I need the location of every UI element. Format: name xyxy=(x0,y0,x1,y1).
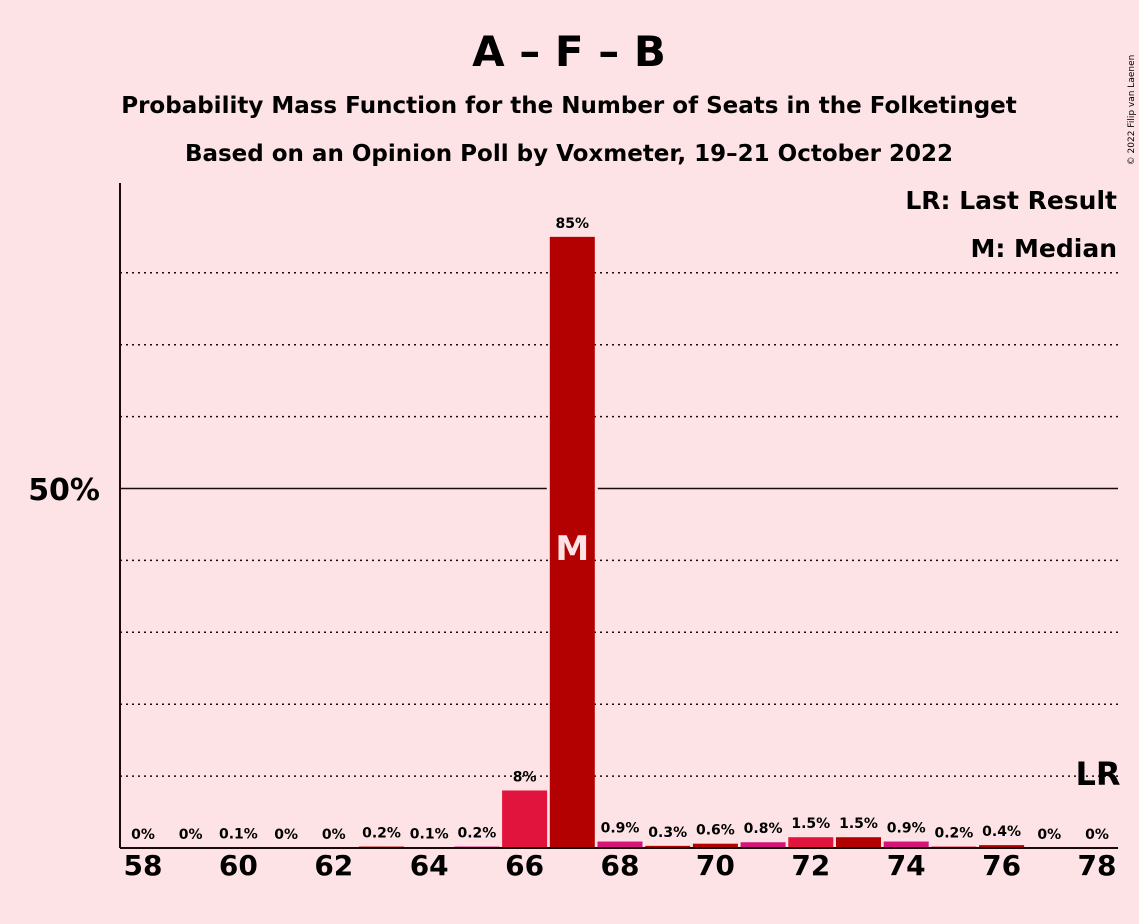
bar-73 xyxy=(836,837,881,848)
data-label-73: 1.5% xyxy=(839,816,878,832)
bar-71 xyxy=(740,842,786,848)
x-tick-66: 66 xyxy=(505,849,544,882)
gridlines xyxy=(120,272,1118,777)
chart-subtitle-2: Based on an Opinion Poll by Voxmeter, 19… xyxy=(185,141,953,167)
bar-72 xyxy=(788,837,834,848)
x-tick-74: 74 xyxy=(887,849,926,882)
data-labels: 0% 0% 0.1% 0% 0% 0.2% 0.1% 0.2% 8% 85% M 0.9% 0.3% 0.… xyxy=(131,216,1120,843)
data-label-58: 0% xyxy=(131,827,155,843)
bar-70 xyxy=(692,843,738,848)
x-tick-70: 70 xyxy=(696,849,735,882)
x-tick-58: 58 xyxy=(124,849,163,882)
x-tick-68: 68 xyxy=(601,849,640,882)
bar-76 xyxy=(979,845,1025,848)
x-tick-72: 72 xyxy=(791,849,830,882)
bar-67 xyxy=(549,236,595,849)
chart-title: A – F – B xyxy=(472,27,666,76)
data-label-72: 1.5% xyxy=(791,816,830,832)
data-label-66: 8% xyxy=(513,769,537,785)
legend-median: M: Median xyxy=(970,234,1117,263)
data-label-74: 0.9% xyxy=(887,821,926,837)
data-label-61: 0% xyxy=(274,827,298,843)
data-label-69: 0.3% xyxy=(648,825,687,841)
last-result-marker: LR xyxy=(1075,755,1120,793)
x-tick-76: 76 xyxy=(982,849,1021,882)
x-tick-62: 62 xyxy=(314,849,353,882)
data-label-59: 0% xyxy=(179,827,203,843)
bar-74 xyxy=(883,841,929,848)
data-label-77: 0% xyxy=(1037,827,1061,843)
data-label-63: 0.2% xyxy=(362,826,401,842)
data-label-60: 0.1% xyxy=(219,826,258,842)
bar-68 xyxy=(597,841,643,848)
data-label-75: 0.2% xyxy=(934,826,973,842)
x-tick-64: 64 xyxy=(410,849,449,882)
bar-66 xyxy=(502,790,548,848)
data-label-78: 0% xyxy=(1085,827,1109,843)
legend-last-result: LR: Last Result xyxy=(905,186,1117,215)
data-label-70: 0.6% xyxy=(696,823,735,839)
bars xyxy=(215,236,1025,849)
chart-subtitle-1: Probability Mass Function for the Number… xyxy=(121,93,1017,119)
y-tick-50: 50% xyxy=(28,473,100,508)
data-label-62: 0% xyxy=(322,827,346,843)
data-label-68: 0.9% xyxy=(601,821,640,837)
data-label-71: 0.8% xyxy=(744,821,783,837)
data-label-67: 85% xyxy=(556,216,590,232)
x-tick-60: 60 xyxy=(219,849,258,882)
data-label-65: 0.2% xyxy=(457,826,496,842)
data-label-64: 0.1% xyxy=(410,826,449,842)
median-marker: M xyxy=(555,529,589,569)
x-axis-ticks: 58 60 62 64 66 68 70 72 74 76 78 xyxy=(124,849,1117,882)
bar-69 xyxy=(645,845,691,848)
x-tick-78: 78 xyxy=(1078,849,1117,882)
data-label-76: 0.4% xyxy=(982,824,1021,840)
copyright-notice: © 2022 Filip van Laenen xyxy=(1127,55,1137,166)
